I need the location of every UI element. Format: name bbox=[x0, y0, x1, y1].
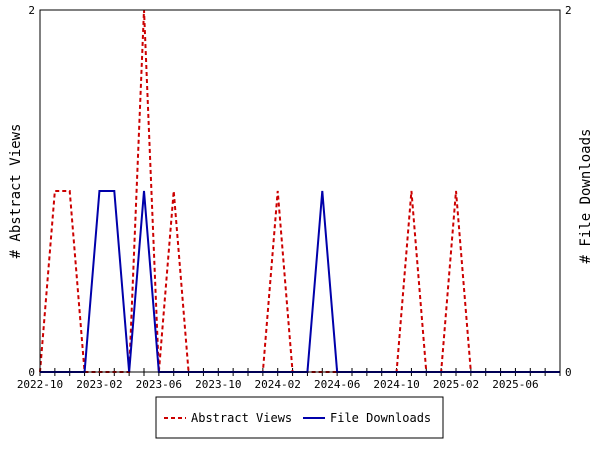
legend-label-abstract-views: Abstract Views bbox=[191, 411, 292, 425]
y-left-tick-label-bottom: 0 bbox=[28, 366, 35, 379]
y-right-tick-label-top: 2 bbox=[565, 4, 572, 17]
y-right-axis-title: # File Downloads bbox=[578, 129, 594, 264]
x-tick-label: 2023-10 bbox=[195, 378, 241, 391]
legend-label-file-downloads: File Downloads bbox=[330, 411, 431, 425]
x-tick-label: 2023-06 bbox=[136, 378, 182, 391]
y-left-axis-title: # Abstract Views bbox=[8, 124, 24, 259]
x-tick-label: 2025-06 bbox=[492, 378, 538, 391]
x-tick-label: 2024-06 bbox=[314, 378, 360, 391]
legend-box bbox=[155, 396, 444, 439]
x-tick-label: 2024-10 bbox=[373, 378, 419, 391]
y-left-tick-label-top: 2 bbox=[28, 4, 35, 17]
x-tick-label: 2022-10 bbox=[17, 378, 63, 391]
y-right-tick-label-bottom: 0 bbox=[565, 366, 572, 379]
x-tick-label: 2024-02 bbox=[255, 378, 301, 391]
x-tick-labels: 2022-10 2023-02 2023-06 2023-10 2024-02 2024-… bbox=[17, 378, 539, 391]
legend: Abstract Views File Downloads bbox=[155, 396, 444, 439]
plot-area-border bbox=[39, 9, 561, 373]
x-tick-label: 2023-02 bbox=[76, 378, 122, 391]
x-tick-label: 2025-02 bbox=[433, 378, 479, 391]
